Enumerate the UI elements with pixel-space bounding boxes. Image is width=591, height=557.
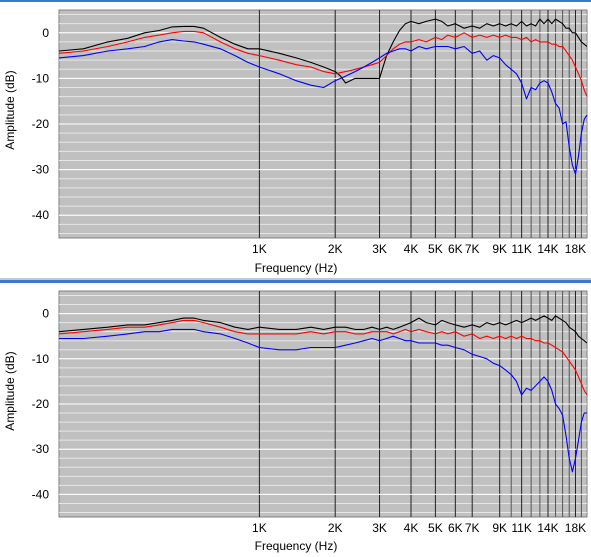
x-tick-label: 14K (537, 242, 558, 256)
y-tick-label: 0 (42, 307, 49, 321)
x-tick-label: 1K (252, 521, 267, 535)
series-line-0 (58, 18, 588, 84)
window-top-edge (0, 0, 591, 2)
y-tick-label: -20 (32, 117, 50, 131)
x-tick-label: 2K (328, 242, 343, 256)
y-tick-label: -10 (32, 352, 50, 366)
x-tick-label: 11K (511, 242, 531, 256)
panel-divider (0, 278, 591, 280)
y-tick-label: -40 (32, 487, 50, 501)
y-tick-label: -40 (32, 208, 50, 222)
x-tick-label: 14K (537, 521, 558, 535)
frequency-response-plot-top: 0-10-20-30-40 1K 2K 3K 4K 5K 6K 7K 9K 11K 14K 18K … (0, 2, 591, 278)
x-tick-label: 18K (565, 242, 586, 256)
series-line-0 (58, 315, 588, 344)
y-axis-label: Amplitude (dB) (3, 351, 17, 430)
panel-divider-accent (0, 280, 591, 283)
x-tick-label: 6K (448, 242, 463, 256)
x-tick-label: 5K (428, 521, 443, 535)
x-tick-label: 1K (252, 242, 267, 256)
x-tick-label: 4K (404, 521, 419, 535)
x-tick-label: 2K (328, 521, 343, 535)
x-tick-label: 7K (465, 521, 480, 535)
series-line-1 (58, 319, 588, 396)
series-line-1 (58, 30, 588, 97)
y-tick-labels: 0 -10 -20 -30 -40 (32, 307, 50, 502)
y-axis-label: Amplitude (dB) (3, 70, 17, 149)
x-tick-labels: 1K 2K 3K 4K 5K 6K 7K 9K 11K 14K 18K (252, 521, 586, 535)
x-tick-label: 11K (511, 521, 531, 535)
x-axis-label: Frequency (Hz) (255, 261, 338, 275)
series-layer (58, 18, 588, 175)
x-tick-label: 4K (404, 242, 419, 256)
frequency-response-plot-bottom: 0-10-20-30-40 1K 2K 3K 4K 5K 6K 7K 9K 11K 14K 18K … (0, 283, 591, 557)
grid-lines (59, 291, 587, 517)
y-tick-label: -30 (32, 163, 50, 177)
grid-lines (59, 10, 587, 238)
y-tick-label: 0 (42, 26, 49, 40)
y-tick-label: -20 (32, 397, 50, 411)
x-tick-label: 18K (565, 521, 586, 535)
x-axis-label: Frequency (Hz) (255, 539, 338, 553)
x-tick-label: 9K (492, 521, 507, 535)
x-tick-label: 3K (372, 521, 387, 535)
x-tick-label: 5K (428, 242, 443, 256)
y-tick-label: -30 (32, 442, 50, 456)
series-line-2 (58, 39, 588, 175)
x-tick-labels: 1K 2K 3K 4K 5K 6K 7K 9K 11K 14K 18K (252, 242, 586, 256)
x-tick-label: 9K (492, 242, 507, 256)
x-tick-label: 3K (372, 242, 387, 256)
y-tick-labels: 0 -10 -20 -30 -40 (32, 26, 50, 222)
x-tick-label: 7K (465, 242, 480, 256)
y-tick-label: -10 (32, 71, 50, 85)
x-tick-label: 6K (448, 521, 463, 535)
series-line-2 (59, 328, 587, 473)
series-layer (58, 315, 588, 473)
